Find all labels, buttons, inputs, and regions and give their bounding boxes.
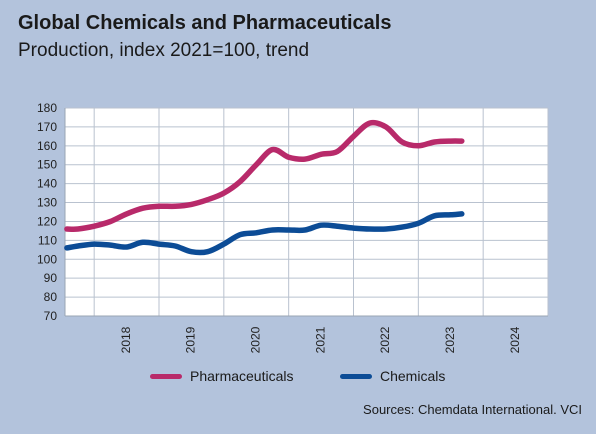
- y-tick-label: 90: [44, 271, 58, 285]
- x-tick-label: 2024: [508, 326, 522, 353]
- legend-swatch-pharmaceuticals: [150, 373, 182, 379]
- chart-subtitle: Production, index 2021=100, trend: [18, 40, 310, 61]
- x-axis: 2018 2019 2020 2021 2022 2023 2024: [119, 326, 522, 353]
- chart-title: Global Chemicals and Pharmaceuticals: [18, 12, 392, 34]
- series-line-pharmaceuticals: [64, 119, 465, 232]
- x-tick-label: 2023: [443, 326, 457, 353]
- legend-label-pharmaceuticals: Pharmaceuticals: [190, 368, 294, 384]
- y-tick-label: 130: [37, 196, 57, 210]
- legend: Pharmaceuticals Chemicals: [0, 368, 596, 388]
- legend-swatch-chemicals: [340, 373, 372, 379]
- y-tick-label: 110: [38, 233, 57, 247]
- y-tick-label: 170: [37, 120, 57, 134]
- y-axis: 70 80 90 100 110 120 130 140 150 160 170 180: [37, 101, 57, 323]
- y-tick-label: 100: [37, 252, 57, 266]
- x-tick-label: 2021: [313, 326, 327, 353]
- y-tick-label: 150: [37, 158, 57, 172]
- legend-item-pharmaceuticals: Pharmaceuticals: [150, 368, 294, 384]
- plot-background: [65, 108, 548, 316]
- source-note: Sources: Chemdata International. VCI: [363, 402, 582, 417]
- y-tick-label: 140: [37, 177, 57, 191]
- legend-item-chemicals: Chemicals: [340, 368, 445, 384]
- series-line-chemicals: [64, 211, 465, 256]
- y-tick-label: 70: [44, 309, 58, 323]
- legend-label-chemicals: Chemicals: [380, 368, 446, 384]
- series-layer: [64, 119, 465, 256]
- grid: [64, 107, 549, 317]
- x-tick-label: 2019: [184, 326, 198, 353]
- x-tick-label: 2022: [378, 326, 392, 353]
- plot-area: [65, 108, 548, 316]
- y-tick-label: 160: [37, 139, 57, 153]
- y-tick-label: 80: [44, 290, 58, 304]
- y-tick-label: 180: [37, 101, 57, 115]
- y-tick-label: 120: [37, 214, 57, 228]
- x-tick-label: 2018: [119, 326, 133, 353]
- x-tick-label: 2020: [248, 326, 262, 353]
